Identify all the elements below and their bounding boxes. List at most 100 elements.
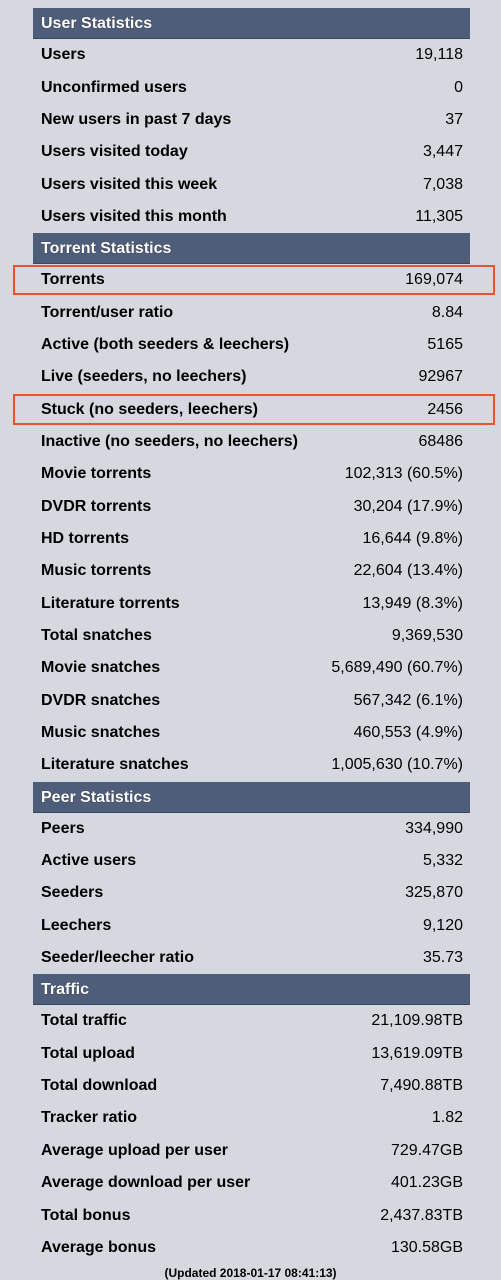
stat-value: 334,990 <box>405 819 463 837</box>
stat-row-seeders: Seeders 325,870 <box>33 877 470 909</box>
stat-value: 13,619.09TB <box>371 1044 463 1062</box>
stat-value: 30,204 (17.9%) <box>353 497 463 515</box>
stat-row-average-download-per-user: Average download per user 401.23GB <box>33 1167 470 1199</box>
stat-label: Torrent/user ratio <box>41 303 174 321</box>
stat-label: Average bonus <box>41 1238 156 1256</box>
stat-row-average-bonus: Average bonus 130.58GB <box>33 1232 470 1264</box>
stat-row-hd-torrents: HD torrents 16,644 (9.8%) <box>33 523 470 555</box>
stat-label: Unconfirmed users <box>41 78 187 96</box>
stat-value: 9,120 <box>422 916 463 934</box>
stat-row-live-seeders-no-leechers: Live (seeders, no leechers) 92967 <box>33 361 470 393</box>
stat-label: Total upload <box>41 1044 135 1062</box>
stat-label: Live (seeders, no leechers) <box>41 368 247 386</box>
stat-row-literature-torrents: Literature torrents 13,949 (8.3%) <box>33 588 470 620</box>
stat-row-active-users: Active users 5,332 <box>33 845 470 877</box>
stat-value: 2,437.83TB <box>380 1206 463 1224</box>
section-header-peer-statistics: Peer Statistics <box>33 781 470 813</box>
stat-row-users-visited-this-week: Users visited this week 7,038 <box>33 168 470 200</box>
stat-label: Literature torrents <box>41 594 180 612</box>
stat-value: 5,689,490 (60.7%) <box>331 659 463 677</box>
stat-label: Average upload per user <box>41 1141 229 1159</box>
stat-row-seeder-leecher-ratio: Seeder/leecher ratio 35.73 <box>33 942 470 974</box>
stat-value: 1.82 <box>431 1109 463 1127</box>
stat-row-users-visited-today: Users visited today 3,447 <box>33 136 470 168</box>
stat-value: 8.84 <box>431 303 463 321</box>
stat-label: Inactive (no seeders, no leechers) <box>41 432 298 450</box>
stat-value: 5165 <box>427 335 463 353</box>
stat-label: Peers <box>41 819 85 837</box>
stat-label: Active users <box>41 852 137 870</box>
stat-label: DVDR torrents <box>41 497 152 515</box>
stat-value: 9,369,530 <box>391 627 463 645</box>
stat-row-music-torrents: Music torrents 22,604 (13.4%) <box>33 555 470 587</box>
stat-label: Users visited this week <box>41 175 218 193</box>
stat-value: 5,332 <box>422 852 463 870</box>
stat-value: 130.58GB <box>390 1238 463 1256</box>
stat-row-new-users-in-past-7-days: New users in past 7 days 37 <box>33 104 470 136</box>
stat-value: 7,490.88TB <box>380 1077 463 1095</box>
stat-row-dvdr-torrents: DVDR torrents 30,204 (17.9%) <box>33 490 470 522</box>
stat-label: Movie torrents <box>41 465 152 483</box>
stat-label: HD torrents <box>41 529 130 547</box>
stat-label: Users visited this month <box>41 207 227 225</box>
stat-value: 19,118 <box>415 46 463 64</box>
stat-label: Average download per user <box>41 1174 251 1192</box>
stat-label: Users visited today <box>41 143 188 161</box>
stat-row-movie-torrents: Movie torrents 102,313 (60.5%) <box>33 458 470 490</box>
stat-label: Total snatches <box>41 627 152 645</box>
stat-label: New users in past 7 days <box>41 110 232 128</box>
stat-label: Stuck (no seeders, leechers) <box>41 400 258 418</box>
stat-row-movie-snatches: Movie snatches 5,689,490 (60.7%) <box>33 652 470 684</box>
stat-value: 22,604 (13.4%) <box>353 562 463 580</box>
stat-label: Users <box>41 46 86 64</box>
stat-row-literature-snatches: Literature snatches 1,005,630 (10.7%) <box>33 749 470 781</box>
stat-row-total-snatches: Total snatches 9,369,530 <box>33 620 470 652</box>
stat-value: 16,644 (9.8%) <box>362 529 463 547</box>
stat-row-users: Users 19,118 <box>33 39 470 71</box>
stat-value: 325,870 <box>405 884 463 902</box>
stat-value: 11,305 <box>415 207 463 225</box>
stat-value: 1,005,630 (10.7%) <box>331 756 463 774</box>
stat-row-leechers: Leechers 9,120 <box>33 910 470 942</box>
stat-label: Literature snatches <box>41 756 189 774</box>
stat-row-unconfirmed-users: Unconfirmed users 0 <box>33 71 470 103</box>
stat-value: 0 <box>454 78 463 96</box>
stat-row-users-visited-this-month: Users visited this month 11,305 <box>33 201 470 233</box>
stat-row-total-bonus: Total bonus 2,437.83TB <box>33 1199 470 1231</box>
section-header-traffic: Traffic <box>33 974 470 1006</box>
stat-value: 13,949 (8.3%) <box>362 594 463 612</box>
stat-row-music-snatches: Music snatches 460,553 (4.9%) <box>33 717 470 749</box>
stat-label: Total download <box>41 1077 158 1095</box>
updated-timestamp: (Updated 2018-01-17 08:41:13) <box>164 1266 337 1280</box>
stat-label: Total bonus <box>41 1206 131 1224</box>
stat-value: 102,313 (60.5%) <box>344 465 463 483</box>
stat-label: Total traffic <box>41 1012 127 1030</box>
stat-row-total-upload: Total upload 13,619.09TB <box>33 1038 470 1070</box>
stat-value: 37 <box>445 110 463 128</box>
stat-value: 169,074 <box>405 271 463 289</box>
stat-label: Music torrents <box>41 562 152 580</box>
stat-row-stuck-no-seeders-leechers: Stuck (no seeders, leechers) 2456 <box>13 393 495 426</box>
stat-label: Movie snatches <box>41 659 161 677</box>
stat-row-inactive-no-seeders-no-leechers: Inactive (no seeders, no leechers) 68486 <box>33 426 470 458</box>
stat-row-total-traffic: Total traffic 21,109.98TB <box>33 1005 470 1037</box>
stat-label: Torrents <box>41 271 105 289</box>
stat-value: 68486 <box>418 432 464 450</box>
stat-value: 3,447 <box>422 143 463 161</box>
section-header-torrent-statistics: Torrent Statistics <box>33 233 470 265</box>
stat-value: 567,342 (6.1%) <box>353 691 463 709</box>
stat-value: 401.23GB <box>390 1174 463 1192</box>
stat-value: 460,553 (4.9%) <box>353 724 463 742</box>
stat-label: Tracker ratio <box>41 1109 138 1127</box>
stat-value: 21,109.98TB <box>371 1012 463 1030</box>
stat-row-tracker-ratio: Tracker ratio 1.82 <box>33 1102 470 1134</box>
stat-value: 2456 <box>427 400 463 418</box>
statistics-table: User Statistics Users 19,118 Unconfirmed us… <box>13 8 495 1264</box>
stat-label: DVDR snatches <box>41 691 161 709</box>
stat-label: Seeders <box>41 884 104 902</box>
stat-row-total-download: Total download 7,490.88TB <box>33 1070 470 1102</box>
stat-row-torrents: Torrents 169,074 <box>13 264 495 296</box>
stat-row-peers: Peers 334,990 <box>33 813 470 845</box>
stat-row-torrent-user-ratio: Torrent/user ratio 8.84 <box>33 296 470 328</box>
stat-label: Leechers <box>41 916 112 934</box>
